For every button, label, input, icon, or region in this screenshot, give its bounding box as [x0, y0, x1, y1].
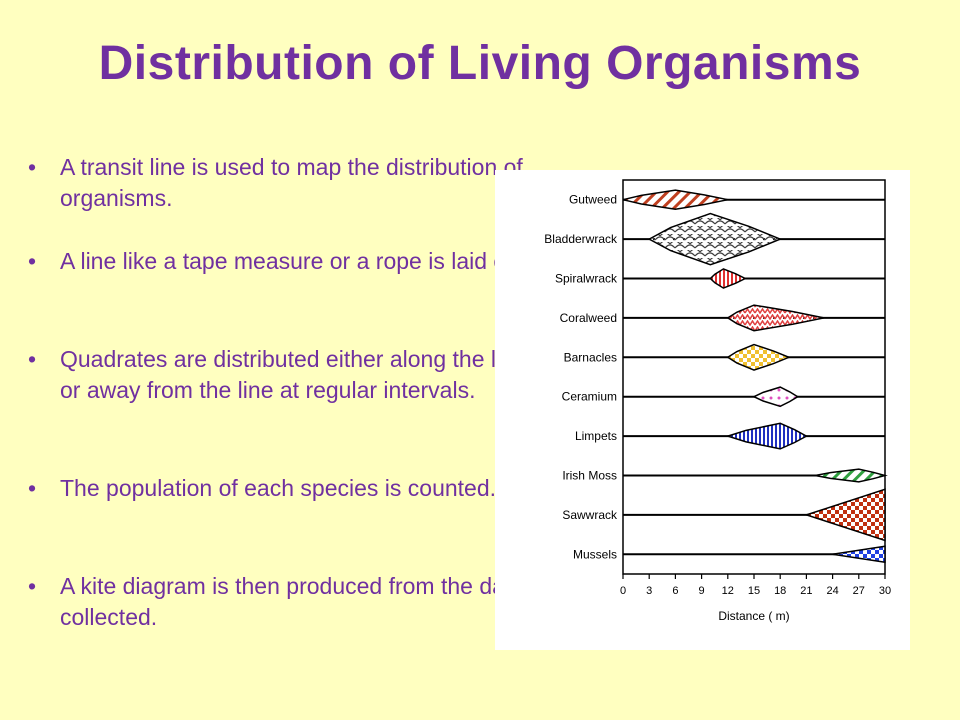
bullet-text: A kite diagram is then produced from the… [60, 573, 525, 630]
x-tick-label: 18 [774, 585, 786, 597]
kite-sawwrack [803, 488, 886, 542]
bullet-icon: • [28, 346, 37, 372]
species-label: Spiralwrack [555, 272, 618, 286]
bullet-icon: • [28, 573, 37, 599]
species-label: Mussels [573, 547, 617, 561]
x-tick-label: 27 [853, 585, 865, 597]
bullet-item: • A kite diagram is then produced from t… [28, 571, 528, 633]
x-tick-label: 9 [699, 585, 705, 597]
species-label: Ceramium [562, 390, 617, 404]
bullet-icon: • [28, 248, 37, 274]
kite-coralweed [726, 304, 825, 332]
kite-mussels [832, 545, 886, 564]
x-tick-label: 24 [826, 585, 838, 597]
kite-spiralwrack [709, 268, 747, 289]
bullet-item: • The population of each species is coun… [28, 473, 528, 535]
x-tick-label: 0 [620, 585, 626, 597]
slide-title: Distribution of Living Organisms [98, 37, 862, 90]
x-tick-label: 12 [722, 585, 734, 597]
kite-barnacles [726, 343, 791, 371]
x-axis-label: Distance ( m) [718, 609, 789, 623]
kite-gutweed [622, 189, 728, 211]
species-label: Bladderwrack [544, 232, 618, 246]
x-tick-label: 6 [672, 585, 678, 597]
bullet-text: A transit line is used to map the distri… [60, 154, 523, 211]
kite-limpets [725, 422, 808, 450]
x-tick-label: 15 [748, 585, 760, 597]
bullet-icon: • [28, 475, 37, 501]
bullet-item: • A transit line is used to map the dist… [28, 152, 528, 214]
kite-irish-moss [814, 468, 888, 483]
bullet-list: • A transit line is used to map the dist… [28, 152, 532, 633]
bullet-item: • A line like a tape measure or a rope i… [28, 246, 532, 308]
kite-ceramium [752, 386, 800, 408]
bullet-item: • Quadrates are distributed either along… [28, 344, 528, 437]
bullet-icon: • [28, 154, 37, 180]
x-tick-label: 30 [879, 585, 891, 597]
kite-diagram-svg: Gutweed Bladderwrack Spiralwrack Coralweed B… [544, 179, 891, 623]
species-label: Irish Moss [562, 469, 617, 483]
x-tick-label: 21 [800, 585, 812, 597]
bullet-text: Quadrates are distributed either along t… [60, 346, 527, 403]
species-label: Sawwrack [562, 508, 618, 522]
bullet-text: A line like a tape measure or a rope is … [60, 248, 532, 274]
bullet-text: The population of each species is counte… [60, 475, 497, 501]
kite-bladderwrack [647, 212, 783, 266]
x-tick-label: 3 [646, 585, 652, 597]
species-label: Gutweed [569, 193, 617, 207]
kite-diagram: Gutweed Bladderwrack Spiralwrack Coralweed B… [495, 170, 910, 650]
species-label: Coralweed [560, 311, 617, 325]
species-label: Barnacles [564, 350, 617, 364]
species-label: Limpets [575, 429, 617, 443]
